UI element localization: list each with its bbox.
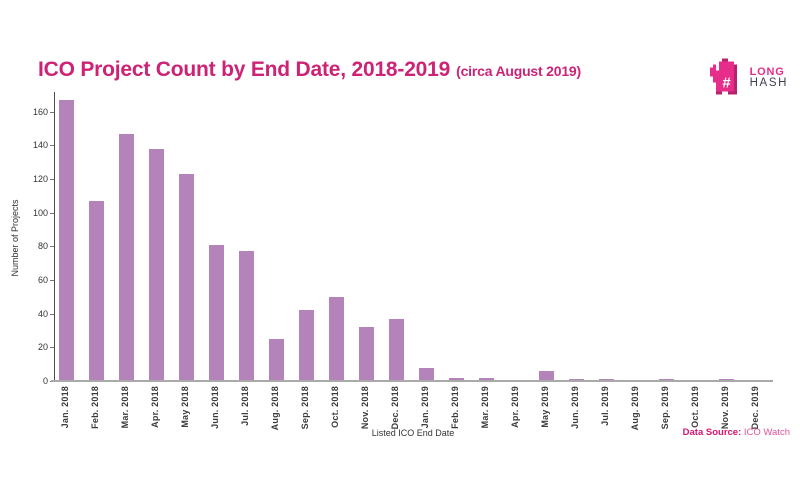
x-tick-label: Feb. 2018 [90,386,100,429]
y-tick-mark [50,145,54,147]
plot-area: 0 20 40 60 80 100 120 140 160 Jan. 2018 Feb. 2018 M… [33,92,773,430]
y-tick-label: 160 [32,106,48,117]
x-tick-label: Apr. 2019 [510,386,520,428]
x-tick-label: Aug. 2019 [630,386,640,431]
longhash-wordmark: LONG HASH [750,67,788,89]
x-tick-label: May 2019 [540,386,550,428]
x-tick-label: Apr. 2018 [150,386,160,428]
x-axis-title: Listed ICO End Date [371,428,455,438]
bar-may-2019 [538,370,554,381]
x-tick-label: Jun. 2018 [210,386,220,429]
x-tick-label: Mar. 2018 [120,386,130,429]
bar-feb-2018 [88,201,104,381]
logo-text-hash: HASH [749,77,788,89]
longhash-logo: # LONG HASH [709,57,788,99]
bar-mar-2018 [118,133,134,381]
y-axis-title: Number of Projects [10,199,20,277]
bar-apr-2018 [148,148,164,381]
bar-nov-2018 [358,327,374,381]
bar-jul-2018 [238,251,254,381]
x-tick-label: Jun. 2019 [570,386,580,429]
bar-may-2018 [178,174,194,381]
x-tick-label: Jan. 2018 [60,386,70,429]
y-tick-label: 60 [37,275,48,286]
y-tick-label: 40 [37,308,48,319]
x-tick-label: Oct. 2019 [690,386,700,428]
y-tick-mark [50,313,54,315]
data-source-value: ICO Watch [743,427,790,438]
svg-text:#: # [722,74,731,91]
longhash-squirrel-icon: # [709,58,737,95]
y-tick-label: 80 [37,241,48,252]
x-tick-label: Nov. 2018 [360,386,370,430]
bar-feb-2019 [448,377,464,381]
x-tick-label: Sep. 2019 [660,386,670,430]
y-tick-mark [50,347,54,349]
y-tick-label: 140 [32,140,48,151]
y-tick-label: 0 [42,376,48,386]
bar-jun-2018 [208,244,224,381]
data-source-label: Data Source: [682,427,742,438]
x-tick-label: Nov. 2019 [720,386,730,430]
chart-title-suffix: (circa August 2019) [456,63,581,79]
x-tick-label: Jan. 2019 [420,386,430,429]
x-axis-line [51,380,773,382]
x-tick-label: Mar. 2019 [480,386,490,429]
bar-jan-2019 [418,367,434,381]
logo-text-long: LONG [749,66,785,78]
data-source-note: Data Source: ICO Watch [683,427,790,438]
x-tick-label: Sep. 2018 [300,386,310,430]
bar-sep-2018 [298,310,314,381]
x-tick-label: Oct. 2018 [330,386,340,428]
y-tick-mark [50,212,54,214]
x-tick-label: Aug. 2018 [270,386,280,431]
bar-aug-2018 [268,338,284,381]
chart-title: ICO Project Count by End Date, 2018-2019… [38,58,581,82]
y-tick-label: 20 [37,342,48,353]
bar-oct-2018 [328,296,344,381]
bar-mar-2019 [478,377,494,381]
y-tick-label: 100 [32,207,48,218]
x-tick-label: Jul. 2018 [240,386,250,426]
y-tick-mark [50,179,54,181]
y-tick-mark [50,111,54,113]
x-tick-label: Dec. 2019 [750,386,760,430]
x-tick-label: Jul. 2019 [600,386,610,426]
y-tick-mark [50,246,54,248]
x-tick-label: Feb. 2019 [450,386,460,429]
y-axis-line [54,92,55,382]
bar-dec-2018 [388,318,404,381]
x-tick-label: Dec. 2018 [390,386,400,430]
chart-title-main: ICO Project Count by End Date, 2018-2019 [38,58,451,81]
bar-jan-2018 [58,100,74,381]
y-tick-label: 120 [32,174,48,185]
y-tick-mark [50,280,54,282]
x-tick-label: May 2018 [180,386,190,428]
